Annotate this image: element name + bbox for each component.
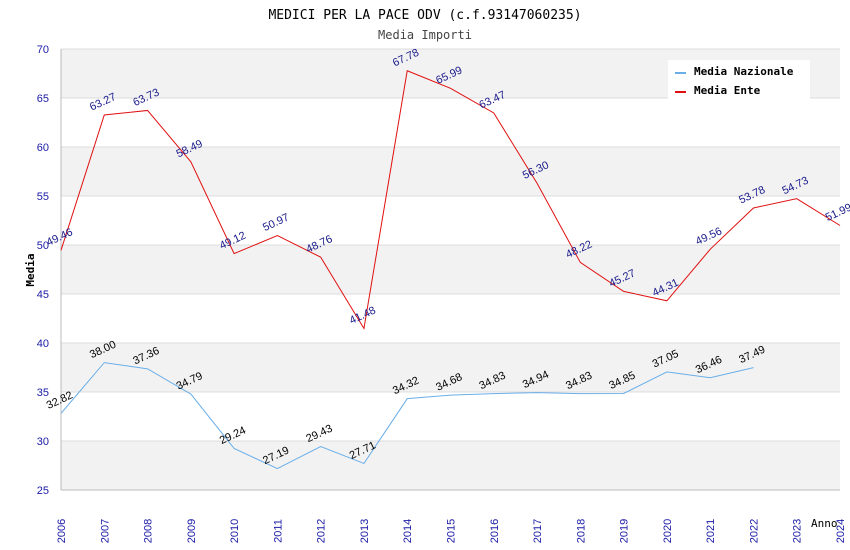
grid-band xyxy=(61,147,840,196)
x-tick-label: 2010 xyxy=(229,519,241,543)
data-label: 49.56 xyxy=(694,225,724,248)
x-tick-label: 2015 xyxy=(446,519,458,543)
x-tick-label: 2020 xyxy=(662,519,674,543)
y-tick-label: 30 xyxy=(37,436,49,448)
x-tick-label: 2008 xyxy=(143,519,155,543)
grid-bands xyxy=(61,49,840,490)
y-tick-labels: 25 30 35 40 45 50 55 60 65 70 xyxy=(37,44,49,497)
y-tick-label: 60 xyxy=(37,142,49,154)
legend: Media Nazionale Media Ente xyxy=(668,60,810,102)
chart-title: MEDICI PER LA PACE ODV (c.f.93147060235) xyxy=(268,8,581,23)
y-tick-label: 65 xyxy=(37,93,49,105)
y-tick-label: 35 xyxy=(37,387,49,399)
x-tick-label: 2018 xyxy=(575,519,587,543)
y-tick-label: 40 xyxy=(37,338,49,350)
x-tick-label: 2019 xyxy=(619,519,631,543)
data-label: 51.99 xyxy=(824,202,850,225)
data-label: 32.82 xyxy=(45,389,75,412)
data-label: 41.48 xyxy=(348,305,378,328)
grid-band xyxy=(61,441,840,490)
y-tick-label: 25 xyxy=(37,485,49,497)
x-tick-label: 2022 xyxy=(748,519,760,543)
x-tick-label: 2013 xyxy=(359,519,371,543)
y-tick-label: 50 xyxy=(37,240,49,252)
grid-band xyxy=(61,343,840,392)
legend-background xyxy=(668,60,810,102)
x-tick-label: 2009 xyxy=(186,519,198,543)
chart-subtitle: Media Importi xyxy=(378,28,472,42)
y-tick-label: 70 xyxy=(37,44,49,56)
legend-label-media-ente: Media Ente xyxy=(694,84,761,97)
x-tick-label: 2024 xyxy=(835,519,847,543)
x-tick-label: 2012 xyxy=(316,519,328,543)
gridlines xyxy=(61,48,840,491)
series-line xyxy=(60,362,754,470)
x-tick-label: 2014 xyxy=(402,519,414,543)
legend-label-media-nazionale: Media Nazionale xyxy=(694,65,794,78)
x-tick-label: 2007 xyxy=(99,519,111,543)
x-tick-label: 2016 xyxy=(489,519,501,543)
x-tick-label: 2011 xyxy=(272,519,284,543)
y-axis-label: Media xyxy=(24,253,37,286)
x-axis-label: Anno xyxy=(811,517,838,530)
x-tick-label: 2006 xyxy=(56,519,68,543)
y-tick-label: 55 xyxy=(37,191,49,203)
x-tick-labels: 2006 2007 2008 2009 2010 2011 2012 2013 2014 2015… xyxy=(56,519,847,543)
axes xyxy=(60,49,840,491)
grid-band xyxy=(61,245,840,294)
data-label: 50.97 xyxy=(261,212,291,235)
x-tick-label: 2017 xyxy=(532,519,544,543)
series-line xyxy=(60,70,841,330)
x-tick-label: 2023 xyxy=(792,519,804,543)
y-tick-label: 45 xyxy=(37,289,49,301)
x-tick-label: 2021 xyxy=(705,519,717,543)
